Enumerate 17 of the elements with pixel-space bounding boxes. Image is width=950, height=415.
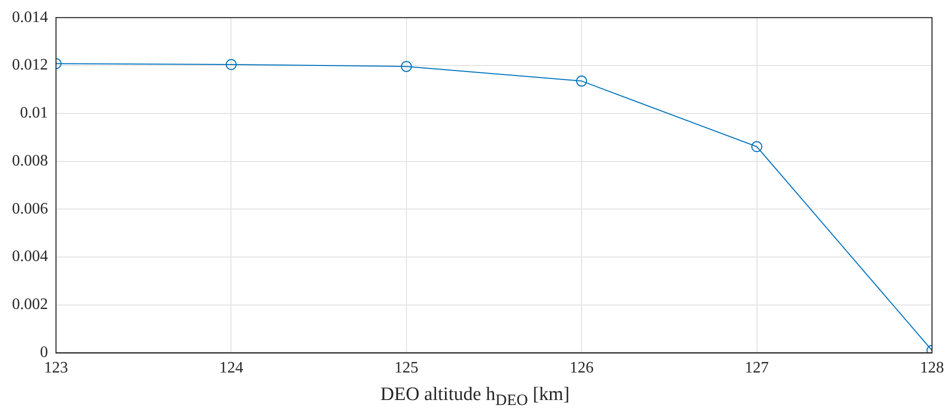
point bbox=[400, 60, 412, 72]
y-tick-label: 0.004 bbox=[12, 248, 48, 266]
y-tick-label: 0.002 bbox=[12, 296, 48, 314]
y-tick-label: 0.01 bbox=[20, 104, 48, 122]
point bbox=[576, 76, 588, 87]
x-tick-label: 124 bbox=[219, 360, 244, 377]
y-tick-label: 0.012 bbox=[12, 56, 48, 74]
x-axis-title: DEO altitude h$_{DEO}$ [km] bbox=[379, 384, 571, 410]
y-tick-label: 0 bbox=[40, 344, 48, 362]
x-tick-label: 126 bbox=[570, 360, 594, 377]
y-tick-label: 0.006 bbox=[12, 200, 48, 218]
x-tick-label: 128 bbox=[920, 360, 944, 377]
x-tick-label: 127 bbox=[744, 360, 769, 377]
x-tick-label: 123 bbox=[44, 360, 68, 377]
y-tick-label: 0.014 bbox=[12, 8, 48, 26]
y-tick-label: 0.008 bbox=[12, 152, 48, 170]
x-tick-label: 125 bbox=[394, 360, 418, 377]
